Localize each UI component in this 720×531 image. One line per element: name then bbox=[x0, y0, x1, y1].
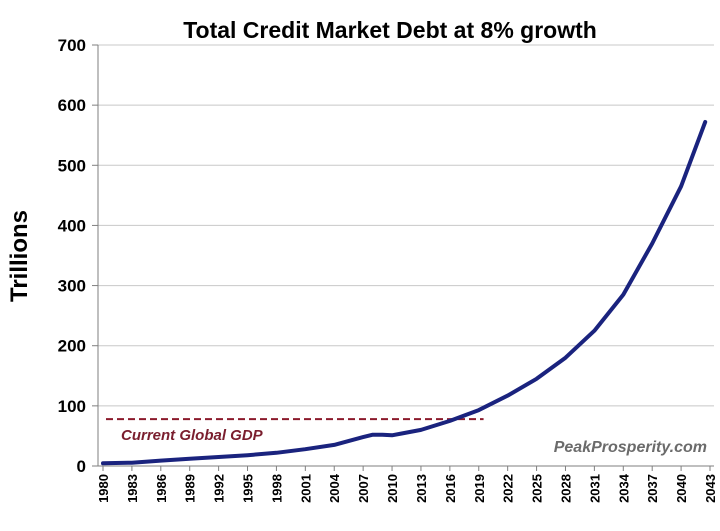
x-tick-label: 2040 bbox=[674, 474, 689, 503]
y-tick-label: 0 bbox=[77, 457, 86, 476]
x-tick-label: 2028 bbox=[558, 474, 573, 503]
x-tick-label: 2019 bbox=[472, 474, 487, 503]
x-tick-label: 2013 bbox=[414, 474, 429, 503]
y-tick-label: 300 bbox=[58, 277, 86, 296]
series-layer bbox=[101, 120, 708, 466]
x-tick-label: 1998 bbox=[269, 474, 284, 503]
x-tick-label: 2001 bbox=[298, 474, 313, 503]
x-tick-label: 1983 bbox=[125, 474, 140, 503]
x-tick-label: 1995 bbox=[241, 474, 256, 503]
x-tick-label: 2022 bbox=[501, 474, 516, 503]
global-gdp-label: Current Global GDP bbox=[121, 427, 264, 444]
y-axis-label: Trillions bbox=[6, 210, 33, 302]
y-tick-label: 100 bbox=[58, 397, 86, 416]
x-tick-label: 2031 bbox=[587, 474, 602, 503]
x-tick-label: 2010 bbox=[385, 474, 400, 503]
chart-title: Total Credit Market Debt at 8% growth bbox=[183, 17, 597, 43]
y-tick-label: 500 bbox=[58, 156, 86, 175]
x-tick-label: 2037 bbox=[645, 474, 660, 503]
x-axis: 1980 1983 1986 1989 1992 1995 1998 2001 2004 2007… bbox=[96, 465, 718, 503]
x-tick-label: 2025 bbox=[530, 474, 545, 503]
x-tick-label: 2016 bbox=[443, 474, 458, 503]
x-tick-label: 2007 bbox=[356, 474, 371, 503]
y-tick-label: 700 bbox=[58, 36, 86, 55]
x-tick-label: 2004 bbox=[327, 473, 342, 503]
x-tick-label: 2034 bbox=[616, 473, 631, 503]
x-tick-label: 1992 bbox=[212, 474, 227, 503]
y-axis: 0 100 200 300 400 500 600 700 bbox=[58, 36, 99, 476]
gridlines bbox=[98, 44, 714, 407]
y-tick-label: 200 bbox=[58, 337, 86, 356]
x-tick-label: 1989 bbox=[183, 474, 198, 503]
x-tick-label: 1980 bbox=[96, 474, 111, 503]
y-tick-label: 600 bbox=[58, 96, 86, 115]
x-tick-label: 2043 bbox=[703, 474, 718, 503]
x-tick-label: 1986 bbox=[154, 474, 169, 503]
y-tick-label: 400 bbox=[58, 216, 86, 235]
series-line-debt bbox=[101, 120, 708, 466]
watermark-text: PeakProsperity.com bbox=[554, 439, 707, 456]
